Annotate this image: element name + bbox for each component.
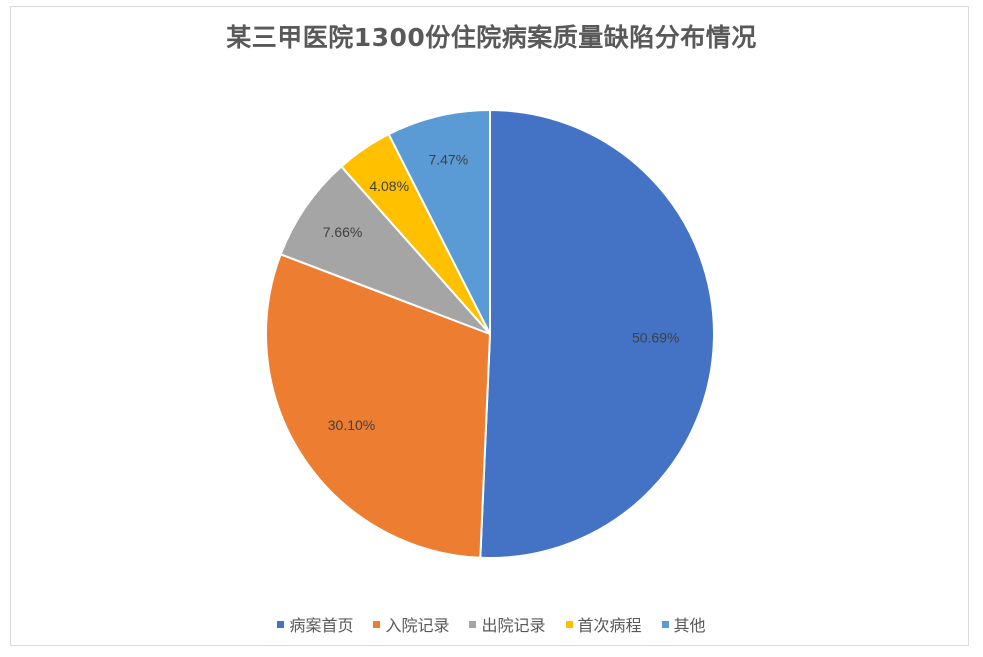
legend-item-0[interactable]: 病案首页	[277, 612, 353, 636]
slice-data-label: 7.66%	[323, 224, 363, 240]
legend-swatch-icon	[565, 620, 573, 628]
pie-slice-2[interactable]	[279, 165, 491, 335]
legend-label: 病案首页	[289, 616, 354, 635]
legend-swatch-icon	[661, 620, 669, 628]
legend-label: 入院记录	[385, 616, 450, 635]
legend-label: 其他	[673, 616, 706, 635]
legend-swatch-icon	[469, 620, 477, 628]
legend-item-3[interactable]: 首次病程	[565, 612, 642, 636]
slice-data-label: 50.69%	[632, 330, 679, 346]
chart-title: 某三甲医院1300份住院病案质量缺陷分布情况	[226, 23, 757, 52]
slice-data-label: 30.10%	[328, 417, 375, 433]
pie-slice-1[interactable]	[265, 253, 492, 559]
legend-item-1[interactable]: 入院记录	[373, 612, 449, 636]
pie-slice-0[interactable]	[479, 108, 715, 559]
slice-data-label: 4.08%	[369, 178, 409, 194]
legend-label: 首次病程	[577, 616, 642, 635]
legend-label: 出院记录	[481, 616, 546, 635]
legend-swatch-icon	[277, 620, 285, 628]
legend: 病案首页 入院记录 出院记录 首次病程 其他	[0, 612, 983, 636]
slice-data-label: 7.47%	[428, 152, 468, 168]
legend-item-4[interactable]: 其他	[661, 612, 706, 636]
legend-item-2[interactable]: 出院记录	[469, 612, 546, 636]
legend-swatch-icon	[373, 620, 381, 628]
pie-slice-4[interactable]	[387, 108, 491, 335]
